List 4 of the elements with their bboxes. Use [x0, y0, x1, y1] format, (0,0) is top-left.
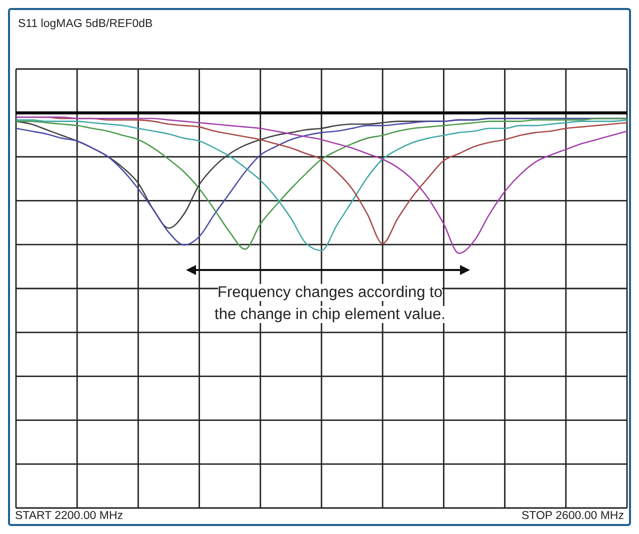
text: START 2200.00 MHz	[15, 510, 124, 522]
text: STOP 2600.00 MHz	[522, 510, 624, 522]
text: Frequency changes according to the change in chip element value.	[214, 284, 446, 323]
chart-title: S11 logMAG 5dB/REF0dB	[18, 18, 153, 30]
